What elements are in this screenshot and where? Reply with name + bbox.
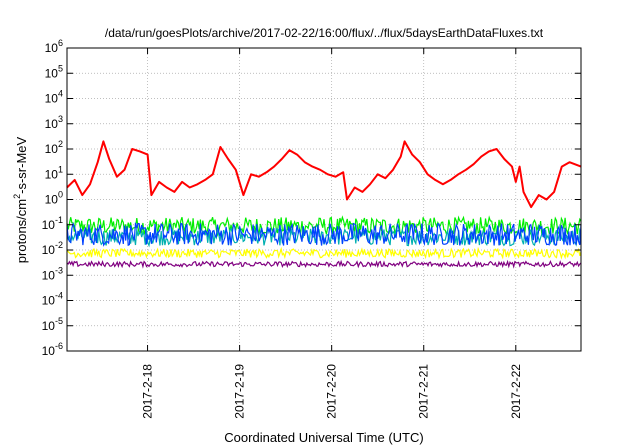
y-tick-label: 100 — [45, 190, 63, 207]
series-line-1 — [66, 215, 582, 238]
y-tick-base: 10 — [45, 142, 59, 156]
y-tick-base: 10 — [42, 344, 56, 358]
y-tick-label: 10-3 — [42, 265, 63, 282]
y-axis: 10-610-510-410-310-210-11001011021031041… — [42, 38, 581, 358]
y-tick-exponent: -4 — [55, 291, 63, 301]
y-tick-label: 102 — [45, 139, 63, 156]
y-tick-label: 106 — [45, 38, 63, 55]
y-tick-base: 10 — [42, 268, 56, 282]
y-axis-label-suffix: -s-sr-MeV — [14, 136, 29, 193]
y-tick-label: 10-6 — [42, 341, 63, 358]
y-axis-label-prefix: protons/cm — [14, 199, 29, 263]
x-tick-label: 2017-2-22 — [509, 364, 523, 419]
series-line-5 — [66, 259, 582, 269]
y-tick-label: 105 — [45, 63, 63, 80]
y-tick-exponent: -1 — [55, 215, 63, 225]
x-axis: 2017-2-18 2017-2-19 2017-2-20 2017-2-21 2017… — [141, 48, 523, 419]
y-tick-label: 10-5 — [42, 316, 63, 333]
y-tick-exponent: 1 — [58, 164, 63, 174]
y-tick-base: 10 — [45, 193, 59, 207]
x-tick-label: 2017-2-19 — [233, 364, 247, 419]
series-line-3 — [66, 221, 582, 247]
y-tick-exponent: -2 — [55, 240, 63, 250]
y-tick-base: 10 — [42, 218, 56, 232]
y-tick-exponent: -6 — [55, 341, 63, 351]
y-tick-exponent: 5 — [58, 63, 63, 73]
y-tick-base: 10 — [45, 92, 59, 106]
y-tick-label: 10-1 — [42, 215, 63, 232]
y-tick-exponent: 6 — [58, 38, 63, 48]
y-tick-base: 10 — [42, 243, 56, 257]
y-axis-label: protons/cm2-s-sr-MeV — [12, 136, 29, 263]
y-tick-exponent: 4 — [58, 89, 63, 99]
y-tick-label: 10-4 — [42, 291, 63, 308]
series-line-0 — [66, 140, 582, 209]
x-tick-label: 2017-2-20 — [325, 364, 339, 419]
y-tick-exponent: -3 — [55, 265, 63, 275]
y-tick-exponent: 3 — [58, 114, 63, 124]
y-tick-label: 10-2 — [42, 240, 63, 257]
chart-title: /data/run/goesPlots/archive/2017-02-22/1… — [105, 26, 544, 40]
y-tick-base: 10 — [45, 167, 59, 181]
y-tick-base: 10 — [45, 66, 59, 80]
y-tick-base: 10 — [45, 41, 59, 55]
grid — [67, 47, 581, 352]
y-axis-label-sup: 2 — [12, 194, 22, 199]
y-tick-label: 104 — [45, 89, 63, 106]
x-axis-label: Coordinated Universal Time (UTC) — [224, 430, 423, 445]
series-line-4 — [66, 246, 582, 260]
y-tick-base: 10 — [42, 294, 56, 308]
x-tick-label: 2017-2-21 — [417, 364, 431, 419]
y-tick-base: 10 — [45, 117, 59, 131]
plot-frame — [66, 47, 582, 352]
y-tick-base: 10 — [42, 319, 56, 333]
x-tick-label: 2017-2-18 — [141, 364, 155, 419]
y-tick-label: 103 — [45, 114, 63, 131]
y-tick-exponent: 0 — [58, 190, 63, 200]
y-tick-exponent: -5 — [55, 316, 63, 326]
series-line-2 — [66, 227, 582, 248]
y-tick-label: 101 — [45, 164, 63, 181]
series-group — [66, 140, 582, 269]
y-tick-exponent: 2 — [58, 139, 63, 149]
